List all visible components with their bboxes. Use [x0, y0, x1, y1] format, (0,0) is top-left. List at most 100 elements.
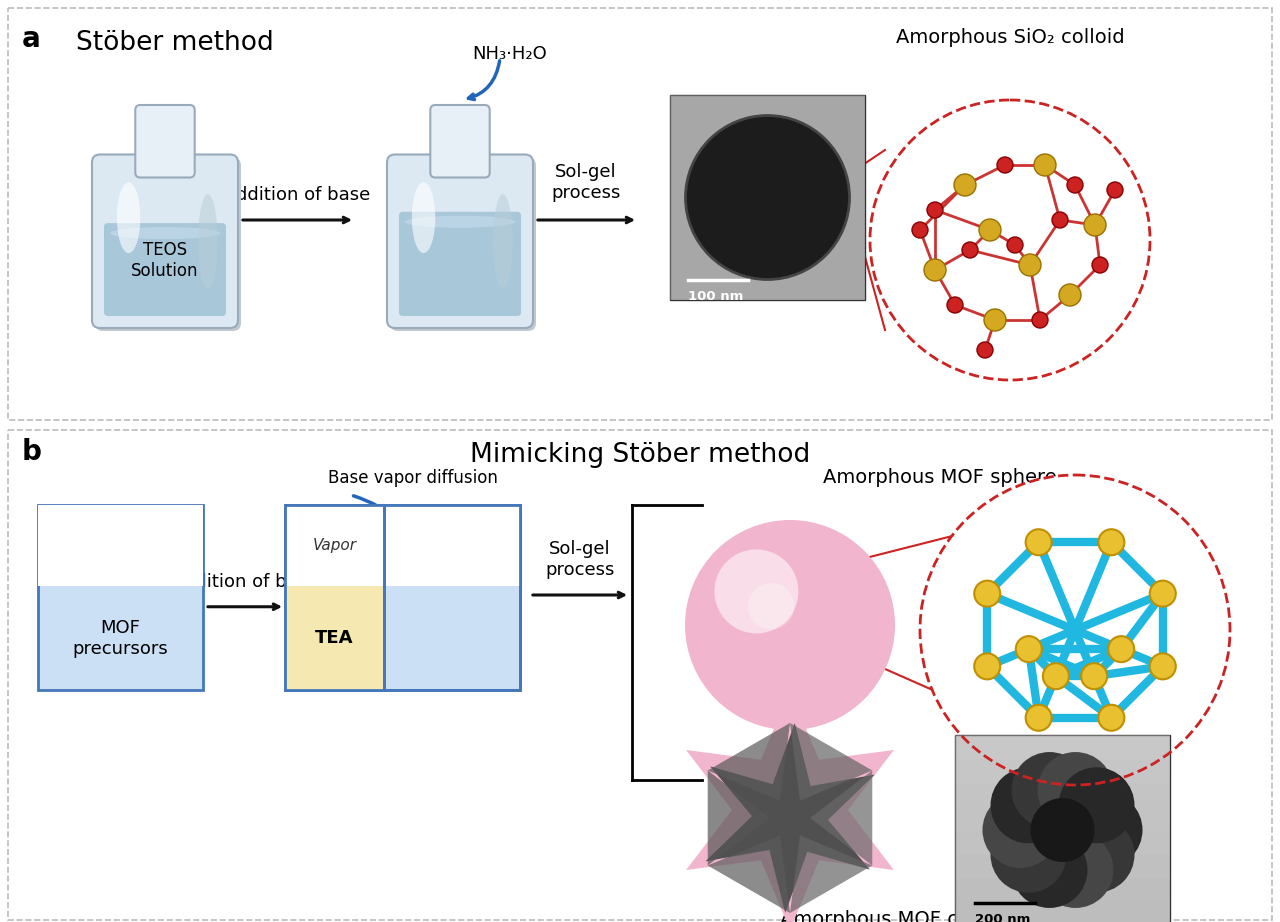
- Circle shape: [1068, 177, 1083, 193]
- Bar: [955, 759, 1170, 783]
- Text: Amorphous MOF coating: Amorphous MOF coating: [781, 910, 1020, 922]
- Bar: [669, 95, 865, 300]
- Bar: [285, 505, 384, 586]
- Circle shape: [983, 792, 1059, 868]
- Circle shape: [927, 202, 943, 218]
- Circle shape: [1032, 312, 1048, 328]
- Bar: [38, 505, 204, 586]
- Circle shape: [872, 102, 1148, 378]
- Circle shape: [1016, 636, 1042, 662]
- Circle shape: [984, 309, 1006, 331]
- Polygon shape: [708, 771, 771, 866]
- Bar: [669, 95, 865, 300]
- Text: TEOS
Solution: TEOS Solution: [132, 241, 198, 279]
- Ellipse shape: [493, 194, 513, 289]
- FancyBboxPatch shape: [430, 105, 490, 178]
- Circle shape: [685, 520, 895, 730]
- Ellipse shape: [110, 227, 220, 239]
- Circle shape: [920, 475, 1230, 785]
- Text: Base vapor diffusion: Base vapor diffusion: [328, 469, 498, 487]
- Bar: [285, 505, 520, 690]
- Circle shape: [1149, 581, 1176, 607]
- Polygon shape: [810, 771, 872, 866]
- FancyBboxPatch shape: [92, 155, 238, 328]
- Ellipse shape: [412, 183, 435, 253]
- Circle shape: [1025, 704, 1052, 731]
- Circle shape: [924, 259, 946, 281]
- Polygon shape: [708, 835, 790, 913]
- Ellipse shape: [404, 216, 515, 228]
- Bar: [8, 8, 1272, 420]
- Text: Sol-gel
process: Sol-gel process: [545, 540, 614, 579]
- Bar: [669, 95, 865, 300]
- Circle shape: [974, 581, 1000, 607]
- Text: 100 nm: 100 nm: [689, 290, 744, 303]
- Circle shape: [1019, 254, 1041, 276]
- Polygon shape: [790, 835, 872, 913]
- Circle shape: [1098, 704, 1124, 731]
- Polygon shape: [705, 723, 874, 913]
- Bar: [669, 95, 865, 300]
- FancyBboxPatch shape: [387, 155, 532, 328]
- Circle shape: [1108, 636, 1134, 662]
- Circle shape: [1030, 798, 1094, 862]
- Circle shape: [1038, 752, 1114, 828]
- Bar: [955, 735, 1170, 759]
- Circle shape: [979, 219, 1001, 241]
- Circle shape: [974, 654, 1000, 680]
- Bar: [955, 901, 1170, 922]
- Circle shape: [1011, 832, 1088, 908]
- Circle shape: [1007, 237, 1023, 253]
- Bar: [669, 95, 865, 300]
- FancyBboxPatch shape: [95, 158, 241, 331]
- Circle shape: [1059, 767, 1134, 844]
- Circle shape: [1011, 752, 1088, 828]
- Text: Amorphous SiO₂ colloid: Amorphous SiO₂ colloid: [896, 28, 1124, 47]
- Circle shape: [1066, 792, 1143, 868]
- Bar: [669, 95, 865, 300]
- Circle shape: [1098, 529, 1124, 555]
- Bar: [8, 430, 1272, 920]
- Text: Stöber method: Stöber method: [76, 30, 274, 56]
- Circle shape: [1059, 817, 1134, 892]
- Bar: [285, 586, 384, 690]
- Text: TEA: TEA: [315, 629, 353, 647]
- Bar: [669, 95, 865, 300]
- Polygon shape: [790, 723, 872, 800]
- Bar: [669, 95, 865, 300]
- Circle shape: [947, 297, 963, 313]
- Circle shape: [1084, 214, 1106, 236]
- FancyBboxPatch shape: [136, 105, 195, 178]
- Circle shape: [1025, 529, 1052, 555]
- FancyBboxPatch shape: [390, 158, 536, 331]
- Bar: [955, 806, 1170, 830]
- Circle shape: [1107, 182, 1123, 198]
- Circle shape: [1082, 663, 1107, 689]
- Text: b: b: [22, 438, 42, 466]
- Text: Amorphous MOF sphere: Amorphous MOF sphere: [823, 468, 1057, 487]
- Circle shape: [1092, 257, 1108, 273]
- Text: Addition of base: Addition of base: [172, 573, 319, 591]
- Circle shape: [1043, 663, 1069, 689]
- Text: Addition of base: Addition of base: [224, 186, 370, 204]
- Circle shape: [1059, 284, 1082, 306]
- Bar: [384, 505, 520, 586]
- Circle shape: [991, 767, 1066, 844]
- Bar: [669, 95, 865, 300]
- Circle shape: [1038, 832, 1114, 908]
- Circle shape: [977, 342, 993, 358]
- Text: MOF
precursors: MOF precursors: [73, 619, 169, 657]
- Bar: [955, 854, 1170, 878]
- Text: a: a: [22, 25, 41, 53]
- Circle shape: [714, 550, 799, 633]
- Bar: [955, 783, 1170, 806]
- Bar: [38, 505, 204, 690]
- Text: NH₃·H₂O: NH₃·H₂O: [472, 45, 548, 63]
- Circle shape: [997, 157, 1012, 173]
- Ellipse shape: [116, 183, 141, 253]
- Circle shape: [911, 222, 928, 238]
- Circle shape: [686, 115, 850, 279]
- FancyBboxPatch shape: [104, 223, 227, 316]
- Text: 200 nm: 200 nm: [975, 913, 1030, 922]
- Ellipse shape: [198, 194, 218, 289]
